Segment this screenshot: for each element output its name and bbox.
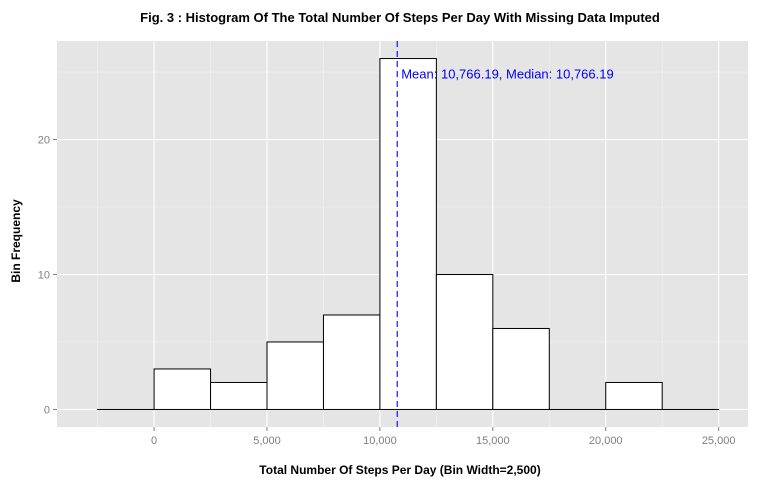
histogram-bar	[266, 341, 324, 410]
y-axis-title: Bin Frequency	[9, 199, 23, 283]
histogram-bar	[210, 381, 268, 410]
histogram-bar	[322, 314, 381, 410]
histogram-bars	[97, 58, 720, 410]
x-tick-label: 0	[151, 435, 157, 447]
axis-ticks: 0 5,000 10,000 15,000 20,000 25,000 0 10 20	[38, 135, 736, 447]
x-tick-label: 5,000	[253, 435, 281, 447]
annotation-text: Mean: 10,766.19, Median: 10,766.19	[401, 67, 614, 82]
x-tick-label: 25,000	[702, 435, 736, 447]
y-tick-label: 20	[38, 135, 50, 147]
y-tick-label: 0	[44, 404, 50, 416]
x-axis-title: Total Number Of Steps Per Day (Bin Width…	[259, 463, 540, 477]
histogram-bar	[379, 58, 437, 410]
histogram-bar	[605, 381, 663, 410]
x-tick-label: 20,000	[589, 435, 623, 447]
x-tick-label: 15,000	[476, 435, 510, 447]
chart-title: Fig. 3 : Histogram Of The Total Number O…	[140, 10, 660, 25]
x-tick-label: 10,000	[363, 435, 397, 447]
histogram-bar	[153, 368, 212, 410]
histogram-bar	[492, 327, 550, 410]
y-tick-label: 10	[38, 269, 50, 281]
histogram-bar	[435, 273, 494, 410]
